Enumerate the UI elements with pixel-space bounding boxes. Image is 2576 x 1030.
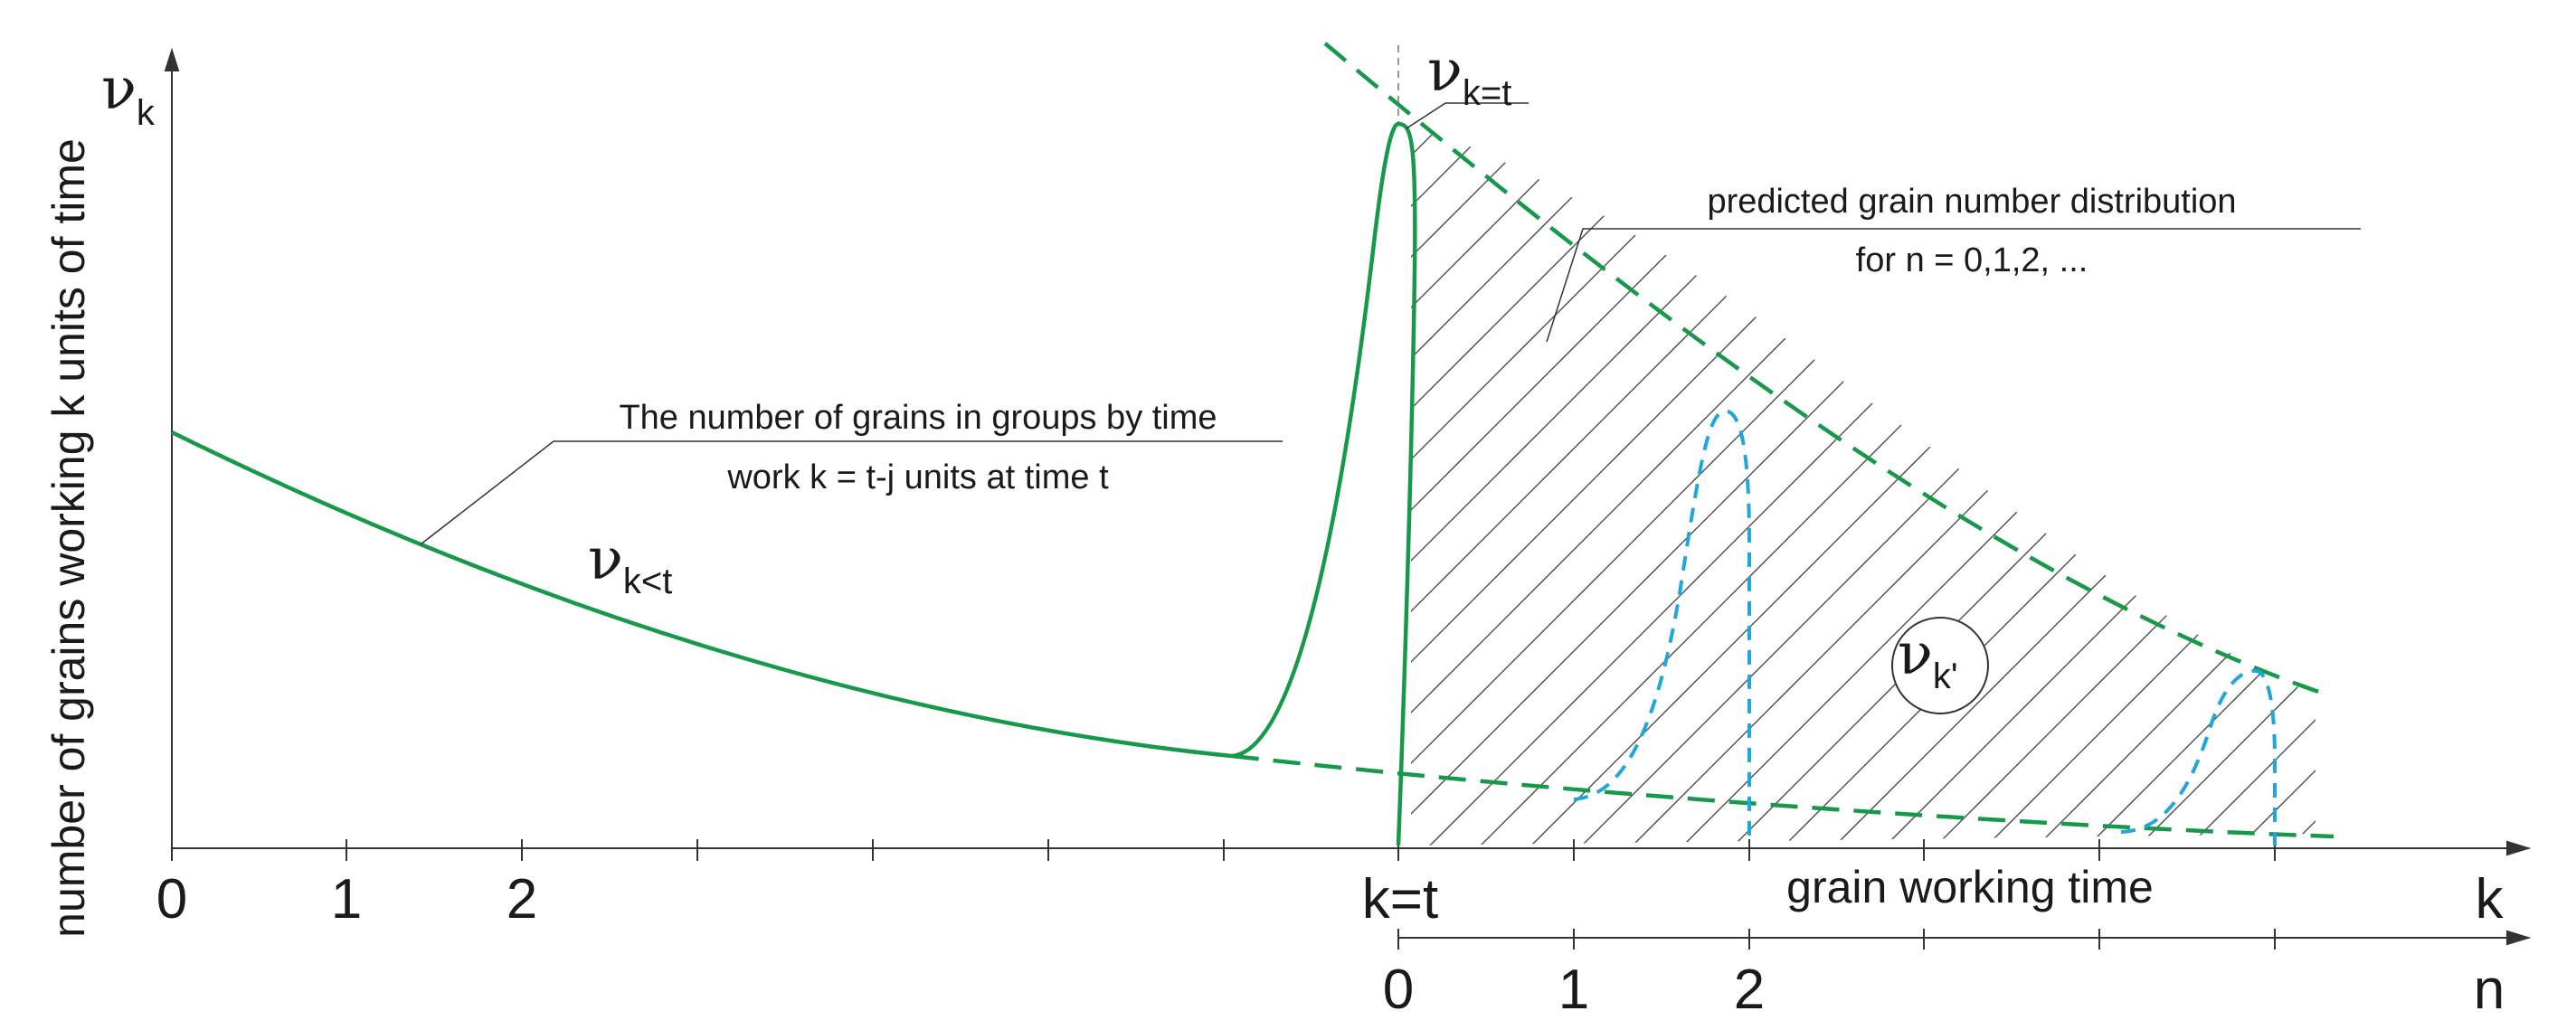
n-tick-1: 1	[1558, 959, 1589, 1021]
hatch-line	[2435, 90, 2576, 904]
k-axis-end-label: k	[2476, 868, 2505, 931]
k-axis-ticks	[171, 839, 2276, 861]
hatch-line	[2079, 124, 2316, 846]
y-axis-arrow	[164, 47, 180, 71]
callout-lines	[420, 102, 2361, 545]
hatch-line	[2130, 124, 2316, 846]
peak-label-leader	[1406, 102, 1446, 129]
n-axis-ticks	[1397, 929, 2276, 950]
hatch-line	[1411, 124, 1426, 846]
k-tick-1: 1	[331, 868, 362, 931]
callout-grains-leader	[420, 440, 1283, 545]
hatch-line	[1978, 124, 2316, 846]
blue-predicted-curve-n2	[1573, 409, 1751, 846]
hatch-line	[561, 90, 1375, 904]
hatch-line	[459, 90, 1274, 904]
hatch-line	[2231, 124, 2316, 846]
curve-lower-dashed	[1231, 753, 2334, 839]
hatch-line	[1411, 124, 1528, 846]
callout-grains-line2: work k = t-j units at time t	[726, 458, 1109, 496]
n-axis-end-label: n	[2474, 959, 2505, 1021]
n-tick-0: 0	[1383, 959, 1414, 1021]
blue-predicted-curve-far	[2120, 668, 2277, 846]
hatch-line	[2536, 90, 2576, 904]
k-tick-2: 2	[507, 868, 537, 931]
hatch-line	[1411, 124, 1781, 846]
peak-label-nu-k-equals-t: νk=t	[1427, 38, 1511, 113]
hatch-line	[2029, 124, 2316, 846]
y-axis-label: number of grains working k units of time	[43, 138, 94, 938]
curve-nu-k-equals-t-peak	[1231, 121, 1417, 846]
hatch-line	[2181, 124, 2316, 846]
nu-k-prime-circle	[1891, 617, 1989, 714]
callout-predicted-line1: predicted grain number distribution	[1707, 183, 2236, 221]
hatch-line	[1411, 124, 1680, 846]
curve-nu-k-less-t	[171, 430, 1233, 759]
hatch-line	[2334, 90, 2576, 904]
hatch-line	[1411, 124, 1477, 846]
y-axis-symbol: νk	[101, 56, 156, 133]
hatch-line	[2384, 90, 2576, 904]
curve-label-nu-k-less-t: νk<t	[588, 526, 672, 601]
k-tick-kt: k=t	[1362, 868, 1438, 931]
hatch-line	[1411, 124, 1629, 846]
hatch-line	[1927, 124, 2316, 846]
curve-upper-envelope-dashed	[1323, 42, 2327, 697]
hatch-line	[308, 90, 1122, 904]
circle-label-nu-k-prime: νk'	[1898, 621, 1958, 696]
k-axis-caption: grain working time	[1786, 862, 2154, 912]
hatch-line	[409, 90, 1223, 904]
k-tick-0: 0	[156, 868, 187, 931]
hatch-line	[2486, 90, 2576, 904]
callout-grains-line1: The number of grains in groups by time	[619, 399, 1217, 437]
n-axis-arrow	[2506, 930, 2532, 946]
hatch-line	[1411, 124, 1730, 846]
callout-predicted-leader	[1546, 228, 2361, 343]
hatch-line	[510, 90, 1324, 904]
hatch-line	[2282, 124, 2316, 846]
k-axis-arrow	[2506, 840, 2532, 856]
callout-predicted-line2: for n = 0,1,2, ...	[1856, 241, 2088, 279]
n-tick-2: 2	[1734, 959, 1765, 1021]
hatch-line	[1411, 124, 1578, 846]
